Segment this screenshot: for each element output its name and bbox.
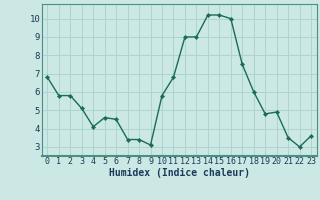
X-axis label: Humidex (Indice chaleur): Humidex (Indice chaleur) — [109, 168, 250, 178]
